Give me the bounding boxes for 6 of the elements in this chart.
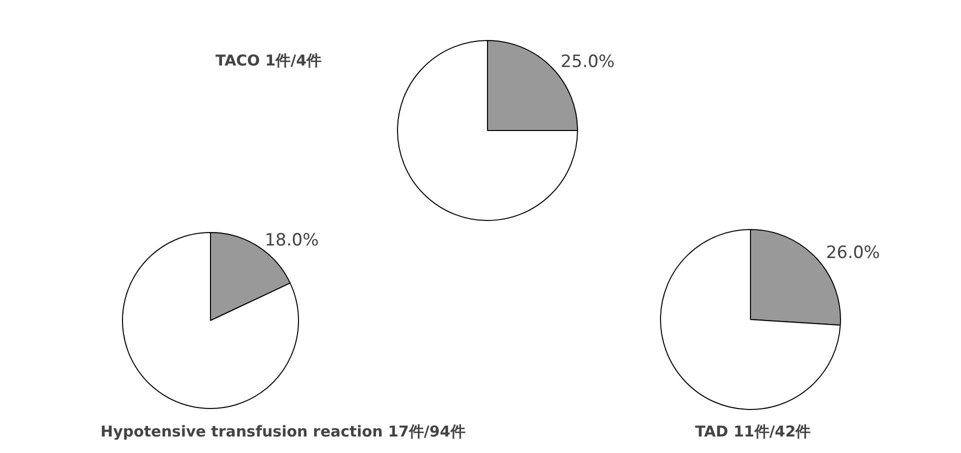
text: TAD 11件/42件 bbox=[695, 422, 811, 440]
text: TACO 1件/4件 bbox=[216, 52, 322, 70]
data-label: 26.0% bbox=[826, 242, 880, 263]
data-label: 18.0% bbox=[264, 230, 319, 250]
text: Hypotensive transfusion reaction 17件/94件 bbox=[100, 422, 466, 440]
data-label: 25.0% bbox=[560, 52, 615, 72]
